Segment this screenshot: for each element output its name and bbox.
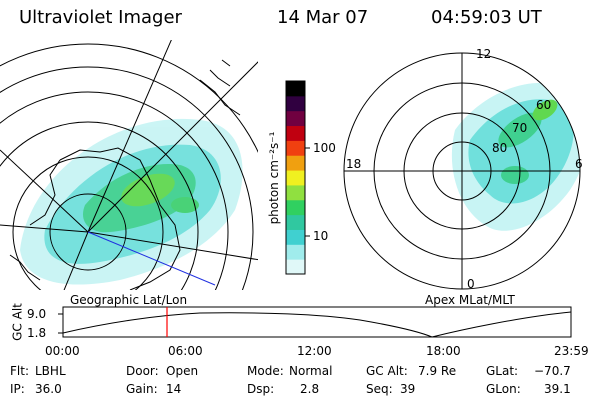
altitude-timeline — [58, 306, 572, 338]
mlt-label-0: 0 — [467, 277, 475, 291]
seq-label: Seq: — [366, 382, 393, 396]
gc-alt-value: 7.9 Re — [418, 364, 457, 378]
ytick-1-8: 1.8 — [27, 326, 47, 340]
mlat-label-80: 80 — [492, 141, 508, 155]
gc-alt-label: GC Alt: — [366, 364, 408, 378]
observation-date: 14 Mar 07 — [277, 7, 369, 28]
colorbar-cell — [286, 229, 305, 245]
colorbar-cell — [286, 170, 305, 186]
altitude-curve — [62, 311, 572, 338]
colorbar-cell — [286, 125, 305, 141]
coastline — [29, 147, 181, 290]
apex-map-label: Apex MLat/MLT — [425, 293, 515, 307]
geographic-map-label: Geographic Lat/Lon — [70, 293, 188, 307]
colorbar-cell — [286, 259, 305, 275]
glon-label: GLon: — [486, 382, 521, 396]
colorbar-tick-100: 100 — [313, 141, 336, 155]
mlat-label-60: 60 — [536, 98, 552, 112]
aurora-emission-left — [20, 118, 243, 285]
colorbar-cell — [286, 244, 305, 260]
xtick-0600: 06:00 — [168, 344, 203, 358]
glon-value: 39.1 — [544, 382, 571, 396]
geographic-map — [0, 40, 258, 290]
xtick-1800: 18:00 — [426, 344, 461, 358]
ytick-9: 9.0 — [27, 307, 47, 321]
seq-value: 39 — [400, 382, 416, 396]
aurora-emission-right — [451, 82, 580, 231]
gain-value: 14 — [166, 382, 182, 396]
door-value: Open — [166, 364, 199, 378]
colorbar-cell — [286, 95, 305, 112]
gc-alt-axis-label: GC Alt — [10, 303, 25, 341]
observation-time: 04:59:03 UT — [431, 7, 542, 28]
gain-label: Gain: — [126, 382, 158, 396]
colorbar-unit-label: photon cm⁻²s⁻¹ — [267, 131, 281, 225]
xtick-2359: 23:59 — [554, 344, 589, 358]
instrument-title: Ultraviolet Imager — [19, 7, 182, 28]
colorbar-cell — [286, 214, 305, 230]
colorbar-cell — [286, 155, 305, 171]
colorbar-cell — [286, 199, 305, 216]
latitude-circles — [0, 43, 258, 290]
colorbar-tick-10: 10 — [313, 229, 329, 243]
mlat-label-70: 70 — [512, 121, 528, 135]
mlt-label-12: 12 — [476, 47, 492, 61]
dsp-value: 2.8 — [300, 382, 320, 396]
glat-label: GLat: — [486, 364, 519, 378]
colorbar-cell — [286, 81, 305, 97]
mode-value: Normal — [289, 364, 333, 378]
ip-label: IP: — [10, 382, 25, 396]
colorbar-cell — [286, 184, 305, 201]
dsp-label: Dsp: — [247, 382, 275, 396]
filter-value: LBHL — [35, 364, 66, 378]
apex-map — [343, 52, 581, 290]
color-bar — [285, 80, 310, 275]
mlt-label-18: 18 — [346, 157, 362, 171]
door-label: Door: — [126, 364, 159, 378]
colorbar-cell — [286, 140, 305, 156]
meridians — [0, 40, 258, 290]
ip-value: 36.0 — [35, 382, 62, 396]
xtick-1200: 12:00 — [297, 344, 332, 358]
xtick-0000: 00:00 — [45, 344, 80, 358]
filter-label: Flt: — [10, 364, 29, 378]
glat-value: −70.7 — [534, 364, 571, 378]
mlt-label-6: 6 — [575, 157, 583, 171]
colorbar-cell — [286, 110, 305, 127]
terminator-line — [87, 231, 216, 286]
mode-label: Mode: — [247, 364, 284, 378]
